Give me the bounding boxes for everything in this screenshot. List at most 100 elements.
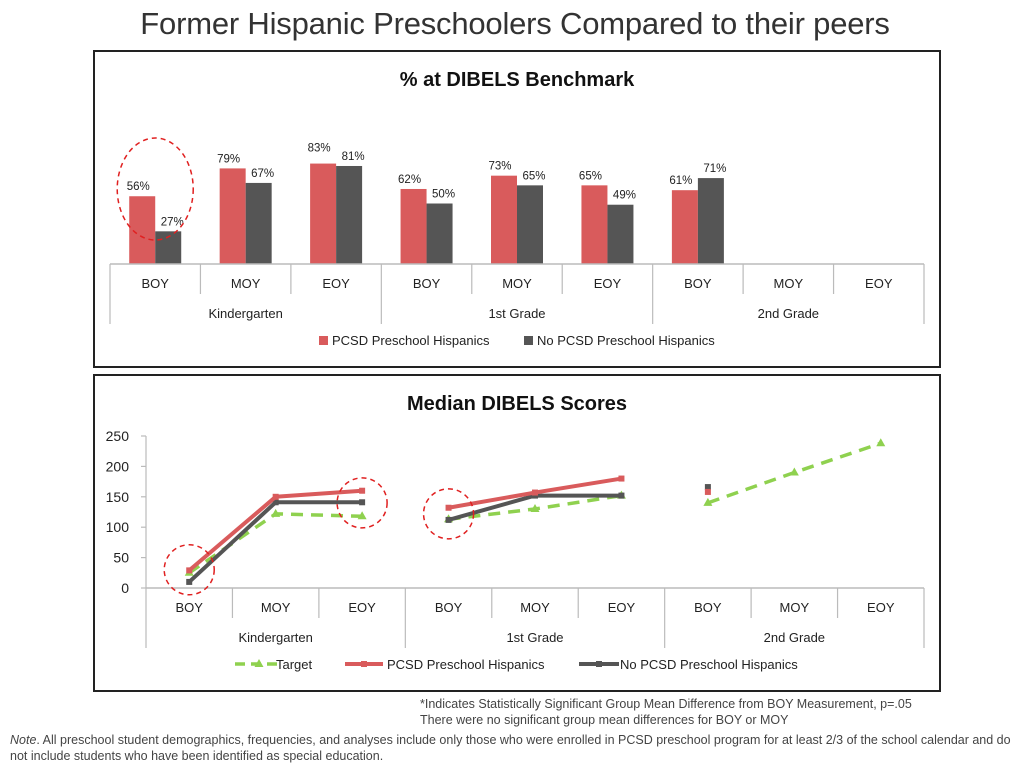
y-tick-label: 50 bbox=[113, 550, 129, 566]
data-label: 65% bbox=[522, 170, 545, 182]
data-label: 65% bbox=[579, 170, 602, 182]
data-point bbox=[703, 497, 713, 506]
bar bbox=[245, 182, 272, 264]
legend-label: No PCSD Preschool Hispanics bbox=[537, 333, 715, 348]
chart-title: Median DIBELS Scores bbox=[407, 393, 627, 415]
bar bbox=[129, 196, 156, 264]
data-point bbox=[876, 438, 886, 447]
legend-marker-target bbox=[254, 659, 264, 667]
data-point bbox=[186, 567, 193, 574]
highlight-circle bbox=[116, 137, 194, 241]
x-tick-label: EOY bbox=[594, 276, 622, 291]
x-tick-label: BOY bbox=[141, 276, 169, 291]
data-label: 27% bbox=[161, 216, 184, 228]
median-scores-line-chart: Median DIBELS Scores 0 50 100 150 200 250 BOY MO… bbox=[106, 393, 925, 672]
data-label: 67% bbox=[251, 168, 274, 180]
data-point bbox=[789, 467, 799, 476]
highlight-circle bbox=[422, 488, 475, 540]
x-tick-label: MOY bbox=[261, 600, 291, 615]
data-point bbox=[530, 503, 540, 512]
data-label: 49% bbox=[613, 190, 636, 202]
benchmark-chart-panel: % at DIBELS Benchmark 56% 79% 83% 62% 73% 65% 6… bbox=[93, 50, 941, 368]
median-scores-chart-panel: Median DIBELS Scores 0 50 100 150 200 250 BOY MO… bbox=[93, 374, 941, 692]
data-point bbox=[357, 511, 367, 520]
data-point bbox=[532, 492, 538, 499]
note-text: . All preschool student demographics, fr… bbox=[10, 733, 1011, 763]
data-point bbox=[532, 489, 538, 496]
data-label: 73% bbox=[488, 161, 511, 173]
benchmark-bar-chart: % at DIBELS Benchmark 56% 79% 83% 62% 73% 65% 6… bbox=[109, 69, 925, 348]
x-tick-label: MOY bbox=[520, 600, 550, 615]
data-point bbox=[186, 578, 193, 585]
y-tick-label: 250 bbox=[106, 428, 130, 444]
methodology-note: Note. All preschool student demographics… bbox=[10, 732, 1015, 764]
bar bbox=[336, 165, 363, 264]
bar bbox=[426, 203, 453, 264]
data-label: 81% bbox=[342, 151, 365, 163]
data-point bbox=[359, 487, 366, 494]
x-tick-label: BOY bbox=[413, 276, 441, 291]
data-point bbox=[272, 499, 279, 506]
series-line bbox=[188, 512, 363, 575]
legend-label: No PCSD Preschool Hispanics bbox=[620, 657, 798, 672]
data-label: 79% bbox=[217, 153, 240, 165]
bar bbox=[607, 204, 634, 264]
bar bbox=[219, 168, 246, 264]
bar bbox=[671, 190, 698, 264]
y-tick-label: 0 bbox=[121, 580, 129, 596]
data-point bbox=[272, 493, 279, 500]
bar bbox=[310, 163, 337, 264]
bar bbox=[517, 185, 543, 264]
group-label: 2nd Grade bbox=[758, 306, 819, 321]
data-label: 71% bbox=[703, 163, 726, 175]
note-label: Note bbox=[10, 733, 37, 747]
legend-marker-pcsd bbox=[361, 661, 367, 667]
group-label: 1st Grade bbox=[488, 306, 545, 321]
group-label: Kindergarten bbox=[208, 306, 282, 321]
data-point bbox=[445, 504, 452, 511]
legend-label: Target bbox=[276, 657, 313, 672]
highlight-circle bbox=[163, 544, 215, 596]
x-tick-label: EOY bbox=[865, 276, 893, 291]
legend-label: PCSD Preschool Hispanics bbox=[332, 333, 490, 348]
data-point bbox=[704, 484, 711, 491]
x-tick-label: MOY bbox=[231, 276, 261, 291]
legend-swatch-pcsd bbox=[319, 336, 328, 345]
legend-marker-no-pcsd bbox=[596, 661, 602, 667]
x-tick-label: EOY bbox=[608, 600, 636, 615]
legend-swatch-no-pcsd bbox=[524, 336, 533, 345]
data-point bbox=[445, 516, 452, 523]
group-label: 1st Grade bbox=[506, 630, 563, 645]
group-label: 2nd Grade bbox=[764, 630, 825, 645]
no-difference-footnote: There were no significant group mean dif… bbox=[420, 713, 789, 727]
data-point bbox=[618, 492, 625, 499]
group-label: Kindergarten bbox=[238, 630, 312, 645]
data-label: 56% bbox=[127, 181, 150, 193]
page-title: Former Hispanic Preschoolers Compared to… bbox=[140, 6, 890, 41]
data-label: 83% bbox=[308, 143, 331, 155]
data-label: 62% bbox=[398, 174, 421, 186]
y-tick-label: 200 bbox=[106, 458, 130, 474]
y-tick-label: 150 bbox=[106, 489, 130, 505]
x-tick-label: BOY bbox=[435, 600, 463, 615]
x-tick-label: BOY bbox=[175, 600, 203, 615]
x-tick-label: EOY bbox=[348, 600, 376, 615]
y-tick-label: 100 bbox=[106, 519, 130, 535]
data-label: 61% bbox=[669, 175, 692, 187]
bar bbox=[581, 185, 608, 264]
bar bbox=[491, 175, 517, 264]
legend-label: PCSD Preschool Hispanics bbox=[387, 657, 545, 672]
x-tick-label: MOY bbox=[780, 600, 810, 615]
data-point bbox=[271, 508, 281, 517]
x-tick-label: BOY bbox=[684, 276, 712, 291]
x-tick-label: BOY bbox=[694, 600, 722, 615]
data-point bbox=[359, 499, 366, 506]
data-point bbox=[618, 475, 625, 482]
significance-footnote: *Indicates Statistically Significant Gro… bbox=[420, 697, 912, 711]
x-tick-label: EOY bbox=[867, 600, 895, 615]
highlight-circle bbox=[336, 477, 388, 529]
x-tick-label: MOY bbox=[774, 276, 804, 291]
x-tick-label: MOY bbox=[502, 276, 532, 291]
bar bbox=[400, 188, 427, 264]
data-label: 50% bbox=[432, 189, 455, 201]
